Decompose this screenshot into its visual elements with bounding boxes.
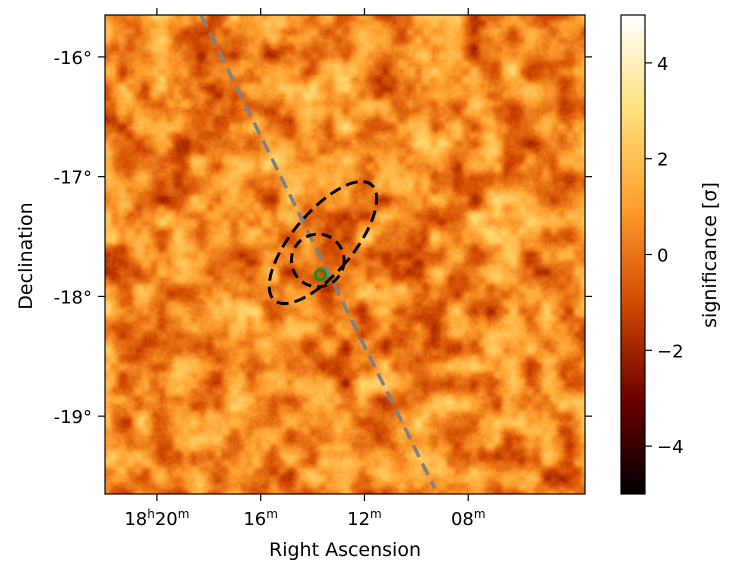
- y-axis-label: Declination: [15, 202, 37, 309]
- x-tick-label: 12m: [347, 507, 382, 530]
- colorbar-ticks: 4 2 0 −2 −4: [645, 54, 684, 458]
- colorbar-tick-label: 0: [657, 246, 668, 267]
- significance-heatmap: [105, 15, 585, 494]
- plot-frame: [104, 14, 586, 495]
- colorbar-tick-label: 4: [657, 54, 668, 75]
- colorbar-tick-label: −4: [657, 437, 684, 458]
- x-tick-label: 08m: [451, 507, 486, 530]
- overlay-layer: [199, 15, 437, 489]
- galactic-plane-line: [199, 15, 437, 489]
- source-position-marker: [313, 268, 327, 282]
- y-tick-label: -16°: [54, 48, 92, 69]
- colorbar: [621, 15, 645, 494]
- y-tick-label: -17°: [54, 168, 92, 189]
- x-axis-label: Right Ascension: [269, 539, 421, 561]
- error-ellipse-large: [267, 180, 379, 306]
- colorbar-label: significance [σ]: [699, 182, 721, 328]
- y-tick-label: -18°: [54, 287, 92, 308]
- x-tick-label: 18h20m: [124, 507, 189, 530]
- error-circle-small: [289, 232, 346, 289]
- y-tick-label: -19°: [54, 407, 92, 428]
- colorbar-tick-label: 2: [657, 150, 668, 171]
- colorbar-tick-label: −2: [657, 341, 684, 362]
- y-axis-ticks: -16° -17° -18° -19°: [54, 48, 592, 428]
- x-tick-label: 16m: [243, 507, 278, 530]
